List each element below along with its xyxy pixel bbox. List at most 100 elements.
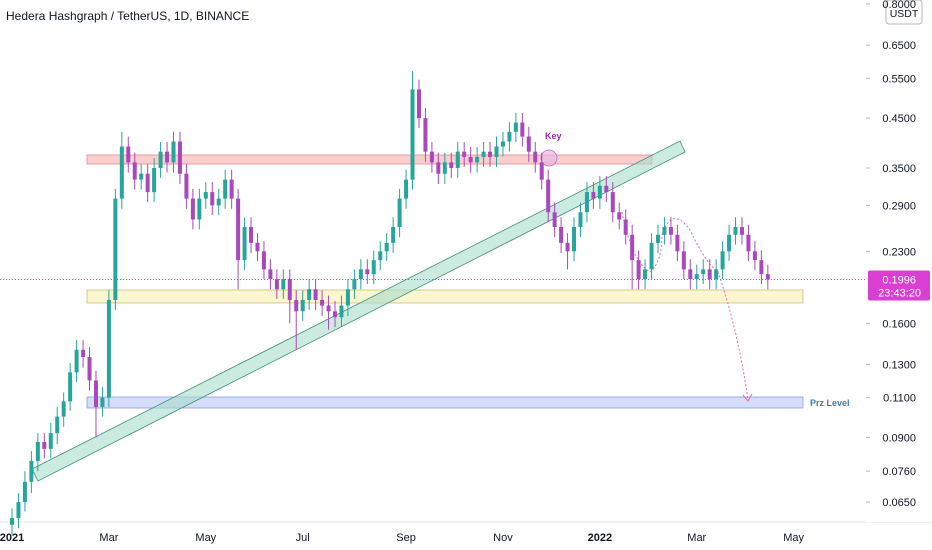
- candle-body: [481, 151, 486, 157]
- candle-body: [81, 349, 86, 358]
- last-price-label: 0.1996: [882, 274, 916, 286]
- prz-zone: [86, 396, 804, 409]
- candle-body: [223, 179, 228, 199]
- candle-body: [720, 251, 725, 270]
- candle-body: [643, 269, 648, 280]
- candle-body: [668, 226, 673, 235]
- candle-body: [229, 179, 234, 199]
- candle-body: [35, 441, 40, 461]
- candle-body: [617, 212, 622, 220]
- candle-body: [42, 441, 47, 449]
- y-tick-label: 0.2900: [882, 200, 916, 212]
- candle-body: [119, 146, 124, 199]
- candle-body: [210, 192, 215, 206]
- candle-body: [410, 89, 415, 180]
- candle-body: [488, 151, 493, 157]
- candle-body: [236, 198, 241, 261]
- candle-body: [552, 212, 557, 227]
- price-axis-panel: [866, 0, 932, 522]
- support-zone: [86, 289, 804, 304]
- candle-body: [526, 136, 531, 152]
- candle-body: [610, 192, 615, 213]
- y-tick-label: 0.0900: [882, 433, 916, 445]
- x-tick-label: 2021: [0, 532, 24, 544]
- candle-body: [539, 162, 544, 180]
- candle-body: [345, 289, 350, 306]
- trend-channel: [31, 140, 686, 482]
- y-tick-label: 0.1100: [883, 393, 916, 405]
- candle-body: [255, 242, 260, 252]
- candle-body: [572, 226, 577, 252]
- candle-body: [145, 173, 150, 193]
- key-annotation: Key: [545, 131, 562, 141]
- y-tick-label: 0.1300: [882, 360, 916, 372]
- candle-body: [10, 517, 14, 525]
- candle-body: [746, 234, 751, 252]
- candle-body: [597, 185, 602, 199]
- candle-body: [197, 198, 202, 220]
- candle-body: [242, 226, 247, 261]
- candle-body: [384, 242, 389, 252]
- candle-body: [55, 416, 60, 434]
- x-tick-label: May: [195, 532, 216, 544]
- candle-body: [759, 260, 764, 275]
- unit-badge: [885, 0, 923, 25]
- unit-label: USDT: [890, 8, 919, 20]
- candle-body: [281, 279, 286, 290]
- y-tick-label: 0.0650: [882, 497, 916, 509]
- countdown-label: 23:43:20: [878, 287, 921, 299]
- candle-body: [429, 151, 434, 163]
- candle-body: [681, 251, 686, 270]
- candle-body: [261, 251, 266, 270]
- candle-body: [333, 311, 337, 318]
- candle-body: [320, 299, 325, 306]
- candle-body: [22, 481, 27, 503]
- candle-body: [500, 141, 505, 147]
- candle-body: [455, 151, 460, 168]
- candle-body: [48, 433, 53, 449]
- chart-title: Hedera Hashgraph / TetherUS, 1D, BINANCE: [6, 9, 249, 23]
- candle-body: [87, 357, 92, 381]
- candle-body: [591, 192, 596, 199]
- y-tick-label: 0.5500: [882, 73, 916, 85]
- candle-body: [475, 156, 480, 163]
- candle-body: [100, 397, 105, 407]
- candle-body: [16, 502, 21, 518]
- candle-body: [358, 269, 363, 280]
- candle-body: [604, 185, 609, 193]
- candle-body: [177, 141, 182, 174]
- x-tick-label: Mar: [99, 532, 118, 544]
- candle-body: [546, 179, 551, 213]
- candle-body: [152, 167, 157, 193]
- candle-body: [274, 279, 279, 290]
- y-tick-label: 0.2300: [882, 246, 916, 258]
- y-tick-label: 0.0760: [882, 466, 916, 478]
- candle-body: [294, 299, 299, 312]
- candle-body: [139, 173, 144, 180]
- candle-body: [307, 289, 312, 300]
- candle-body: [68, 372, 73, 402]
- last-price-badge: [868, 270, 930, 301]
- candle-body: [520, 122, 525, 137]
- candle-body: [416, 89, 421, 119]
- candle-body: [249, 226, 254, 243]
- candle-body: [126, 146, 131, 163]
- candle-body: [326, 305, 331, 312]
- candle-body: [313, 289, 318, 300]
- candle-body: [391, 226, 396, 243]
- candle-body: [184, 173, 189, 199]
- candle-body: [203, 192, 208, 199]
- candle-body: [74, 349, 79, 373]
- candle-body: [29, 460, 34, 482]
- candle-body: [371, 260, 376, 275]
- candle-body: [656, 234, 660, 243]
- candle-body: [649, 242, 654, 270]
- candle-body: [636, 260, 641, 280]
- candle-body: [707, 269, 712, 280]
- y-tick-label: 0.8000: [882, 0, 916, 11]
- candle-body: [559, 226, 564, 243]
- candle-body: [462, 151, 467, 157]
- candle-body: [739, 226, 744, 235]
- x-tick-label: Sep: [396, 532, 416, 544]
